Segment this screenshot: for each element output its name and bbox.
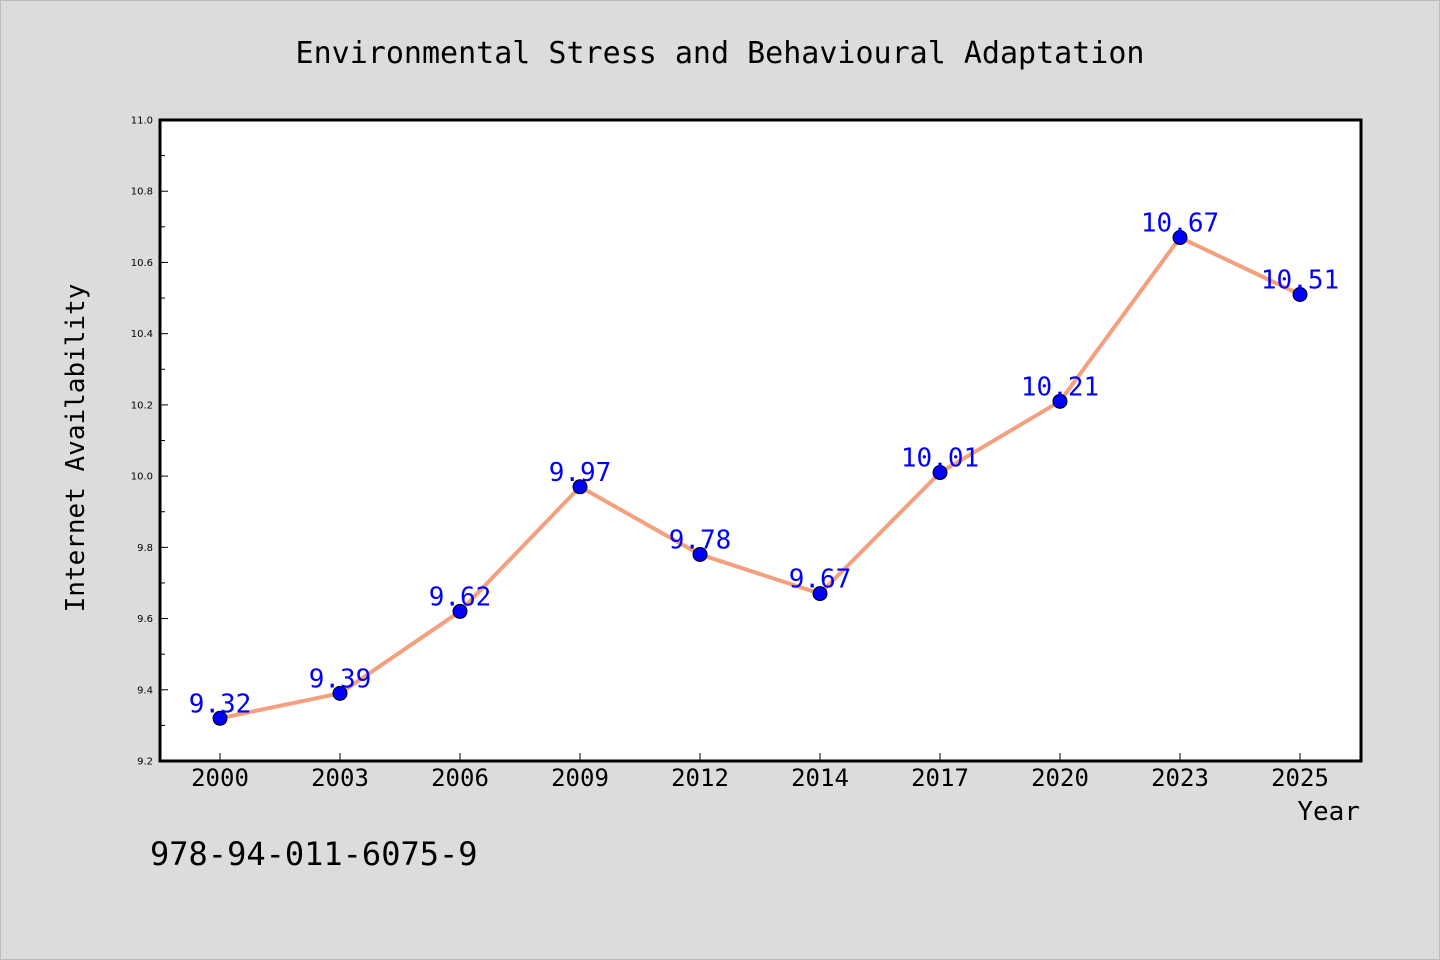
x-tick-label: 2003: [311, 764, 369, 792]
data-point: [332, 685, 348, 701]
data-point: [212, 710, 228, 726]
data-label: 10.21: [1021, 372, 1099, 402]
x-tick-label: 2012: [671, 764, 729, 792]
x-tick-label: 2023: [1151, 764, 1209, 792]
data-point: [1052, 393, 1068, 409]
data-label: 10.67: [1141, 209, 1219, 239]
data-label: 9.78: [669, 525, 732, 555]
x-tick-label: 2020: [1031, 764, 1089, 792]
data-label: 10.51: [1261, 265, 1339, 295]
data-label: 9.32: [189, 689, 252, 719]
y-tick-label: 11.0: [131, 116, 153, 127]
x-tick-label: 2014: [791, 764, 849, 792]
data-point: [452, 603, 468, 619]
x-tick-label: 2017: [911, 764, 969, 792]
data-point: [692, 546, 708, 562]
y-axis-label: Internet Availability: [61, 284, 91, 613]
x-tick-label: 2009: [551, 764, 609, 792]
series-group: 9.32 9.39 9.62 9.97 9.78 9.67 10.01 10.21 10.67 1…: [189, 209, 1339, 726]
plot-area: [158, 118, 1363, 763]
x-tick-label: 2000: [191, 764, 249, 792]
data-label: 9.62: [429, 582, 492, 612]
data-point: [1292, 286, 1308, 302]
data-point: [932, 465, 948, 481]
x-tick-label: 2006: [431, 764, 489, 792]
x-axis: 2000 2003 2006 2009 2012 2014 2017 2020 2023 2025: [191, 753, 1329, 792]
data-point: [572, 479, 588, 495]
y-tick-label: 9.2: [137, 757, 153, 768]
y-tick-label: 10.2: [131, 400, 153, 411]
y-tick-label: 10.6: [131, 258, 153, 269]
y-tick-label: 9.8: [137, 543, 153, 554]
series-line: [218, 235, 1302, 721]
data-point: [1172, 230, 1188, 246]
y-tick-label: 9.4: [137, 685, 153, 696]
data-point: [812, 586, 828, 602]
x-axis-label: Year: [1297, 797, 1360, 827]
data-label: 9.67: [789, 565, 852, 595]
data-label: 9.97: [549, 458, 612, 488]
y-tick-label: 9.6: [137, 614, 153, 625]
y-tick-label: 10.8: [131, 187, 153, 198]
footer-isbn: 978-94-011-6075-9: [150, 835, 478, 873]
y-axis: 9.2 9.4 9.6 9.8 10.0 10.2 10.4 10.6 10.8 11.0: [131, 116, 168, 768]
data-label: 9.39: [309, 664, 372, 694]
y-tick-label: 10.0: [131, 472, 153, 483]
y-tick-label: 10.4: [131, 329, 153, 340]
data-label: 10.01: [901, 444, 979, 474]
x-tick-label: 2025: [1271, 764, 1329, 792]
chart-title: Environmental Stress and Behavioural Ada…: [296, 36, 1145, 71]
